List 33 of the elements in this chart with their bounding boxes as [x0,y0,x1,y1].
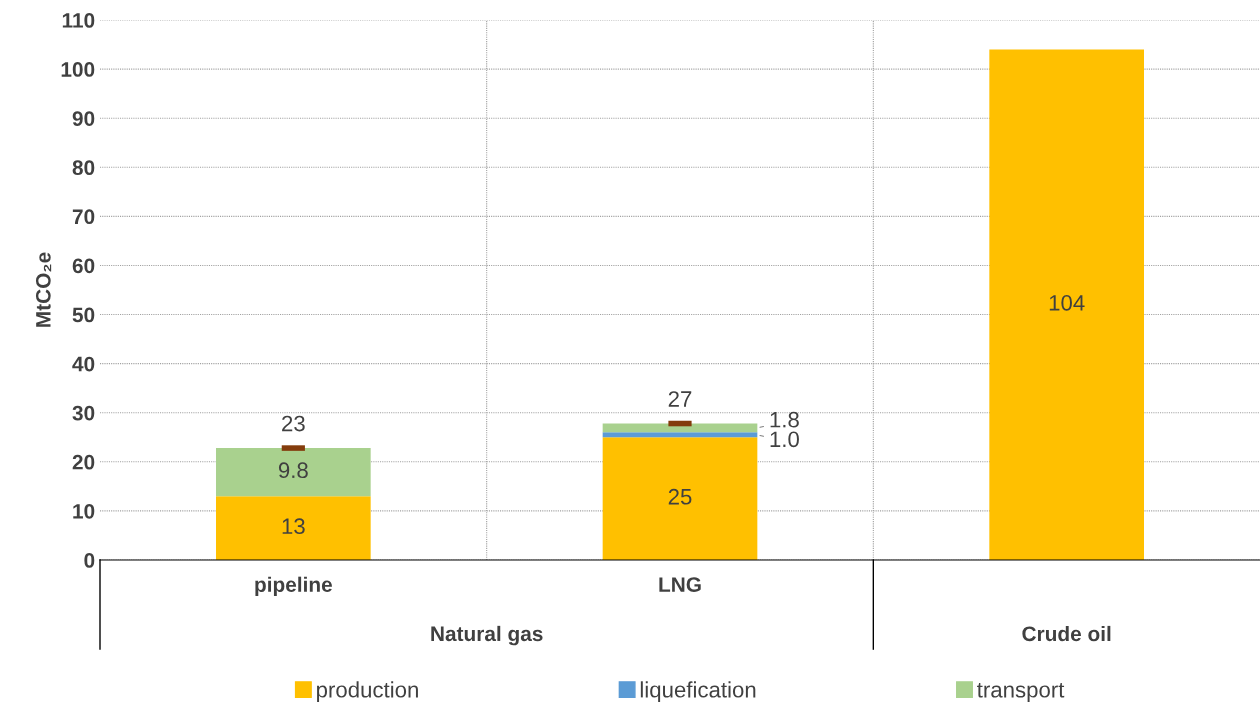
y-tick-label: 50 [72,307,95,323]
x-tick-label: pipeline [255,576,332,597]
text: Crude oil [1022,625,1111,642]
text: Natural gas [431,625,543,646]
y-tick-label: 40 [72,356,95,372]
data-label: 1.0 [770,431,799,448]
legend-label: transport [977,683,1065,702]
y-tick-label: 90 [72,111,95,126]
data-label: 25 [668,488,692,505]
y-tick-label: 0 [84,553,95,568]
bar [216,496,371,560]
bar [602,432,758,438]
y-tick-label: 100 [61,62,95,77]
y-axis-title: MtCO₂e [35,252,52,327]
total-label: 27 [668,391,692,407]
y-tick-label: 60 [72,258,95,274]
y-tick-label: 70 [72,209,95,225]
y-tick-label: 10 [73,503,95,519]
legend-label: liquefication [640,681,756,702]
bar [989,49,1144,560]
bar [602,437,758,560]
y-tick-label: 20 [72,454,95,470]
x-tick-label: LNG [659,577,701,592]
data-label: 9.8 [278,462,308,479]
data-label: 104 [1049,294,1085,311]
y-tick-label: 80 [72,160,95,176]
legend-label: production [317,681,418,702]
y-tick-label: 110 [62,13,95,28]
y-tick-label: 30 [72,405,95,421]
data-label: 13 [282,518,305,535]
total-label: 23 [282,415,305,432]
bar [216,448,371,497]
data-label: 1.8 [770,411,799,428]
